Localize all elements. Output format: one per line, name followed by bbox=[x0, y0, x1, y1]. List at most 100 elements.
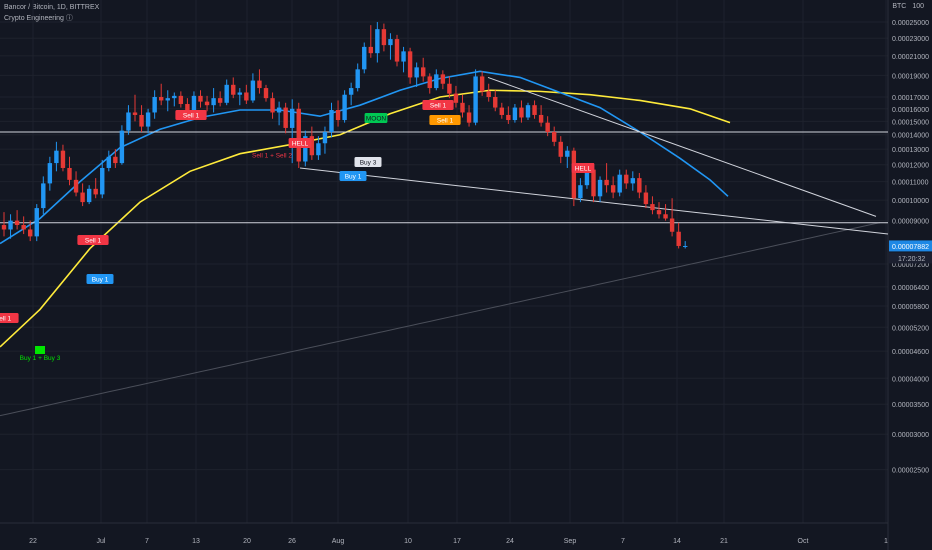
candle-body bbox=[407, 51, 413, 78]
y-tick-label: 0.00023000 bbox=[892, 36, 929, 43]
x-tick-label: Oct bbox=[798, 538, 809, 545]
candle-body bbox=[669, 218, 675, 232]
candle-body bbox=[558, 141, 563, 157]
candle-body bbox=[499, 107, 504, 115]
signal-label: Sell 1 bbox=[430, 103, 447, 110]
signal-badge bbox=[429, 115, 461, 125]
candle-body bbox=[250, 80, 256, 101]
candle-body bbox=[159, 97, 164, 101]
scale-controls: BTC 100 bbox=[890, 3, 926, 10]
candle-body bbox=[525, 105, 531, 118]
x-tick-label: 1 bbox=[884, 538, 888, 545]
candle-body bbox=[244, 92, 249, 101]
candle-body bbox=[86, 188, 92, 203]
candle-body bbox=[60, 150, 66, 168]
buy-signal-label: Buy 1 + Buy 3 bbox=[20, 355, 61, 362]
candle-body bbox=[231, 84, 236, 95]
candle-body bbox=[237, 92, 242, 95]
candle-body bbox=[414, 67, 419, 78]
y-tick-label: 0.00004600 bbox=[892, 349, 929, 356]
x-tick-label: 17 bbox=[453, 538, 461, 545]
candle-body bbox=[152, 97, 157, 113]
candle-body bbox=[512, 107, 518, 121]
candle-body bbox=[217, 98, 223, 103]
ma-slow-line bbox=[0, 89, 731, 348]
currency-badge[interactable]: BTC bbox=[892, 3, 907, 10]
candle-body bbox=[14, 220, 20, 226]
signal-badge bbox=[288, 138, 312, 148]
candle-body bbox=[132, 112, 138, 115]
candle-body bbox=[617, 174, 622, 193]
candle-body bbox=[591, 169, 596, 197]
candle-body bbox=[1, 225, 7, 230]
candle-body bbox=[545, 122, 550, 132]
candle-body bbox=[290, 108, 295, 128]
candle-body bbox=[34, 208, 39, 237]
signal-label: Buy 3 bbox=[360, 160, 377, 167]
candle-body bbox=[362, 46, 367, 70]
y-tick-label: 0.00012000 bbox=[892, 163, 929, 170]
candle-body bbox=[73, 179, 79, 193]
candle-body bbox=[348, 88, 354, 95]
candle-body bbox=[139, 114, 144, 127]
candle-body bbox=[683, 245, 688, 247]
candle-body bbox=[309, 136, 315, 156]
candle-body bbox=[421, 67, 426, 77]
candle-body bbox=[178, 95, 184, 104]
candle-body bbox=[571, 150, 577, 199]
candle-body bbox=[486, 91, 491, 98]
candle-body bbox=[211, 98, 216, 106]
y-tick-label: 0.00015000 bbox=[892, 119, 929, 126]
candle-body bbox=[41, 183, 46, 209]
x-tick-label: Aug bbox=[332, 538, 345, 545]
y-tick-label: 0.00005200 bbox=[892, 325, 929, 332]
candle-body bbox=[375, 29, 380, 54]
candle-body bbox=[479, 76, 485, 92]
candle-body bbox=[296, 108, 301, 162]
x-tick-label: 26 bbox=[288, 538, 296, 545]
candle-body bbox=[335, 110, 341, 121]
candle-body bbox=[388, 39, 393, 46]
candle-body bbox=[54, 150, 59, 164]
y-tick-label: 0.00014000 bbox=[892, 133, 929, 140]
signal-label: Sell 1 bbox=[85, 238, 102, 245]
candle-body bbox=[532, 105, 537, 115]
signal-label: HELL bbox=[575, 166, 592, 173]
x-tick-label: Sep bbox=[564, 538, 577, 545]
y-tick-label: 0.00010000 bbox=[892, 198, 929, 205]
candle-body bbox=[381, 29, 387, 46]
candle-body bbox=[8, 220, 13, 230]
candle-body bbox=[401, 51, 406, 62]
countdown-label: 17:20:32 bbox=[898, 256, 925, 263]
candle-body bbox=[466, 112, 472, 123]
signal-label: Buy 1 bbox=[92, 277, 109, 284]
candle-body bbox=[597, 179, 603, 197]
candle-body bbox=[676, 231, 681, 246]
indicator-title: Crypto Engineering ⓘ bbox=[4, 15, 73, 22]
candle-body bbox=[427, 76, 432, 89]
candle-body bbox=[394, 39, 400, 62]
candle-body bbox=[656, 210, 662, 215]
candle-body bbox=[113, 156, 118, 164]
candle-body bbox=[21, 225, 26, 230]
x-tick-label: 7 bbox=[145, 538, 149, 545]
scale-toggle[interactable]: 100 bbox=[912, 3, 924, 10]
candle-body bbox=[322, 131, 328, 144]
candle-body bbox=[578, 185, 583, 199]
candle-body bbox=[224, 84, 229, 103]
y-tick-label: 0.00017000 bbox=[892, 95, 929, 102]
y-tick-label: 0.00003500 bbox=[892, 402, 929, 409]
candle-body bbox=[47, 163, 53, 184]
candle-body bbox=[453, 93, 459, 103]
trend-line bbox=[487, 76, 877, 217]
candle-body bbox=[473, 76, 478, 123]
y-tick-label: 0.00019000 bbox=[892, 73, 929, 80]
y-tick-label: 0.00005800 bbox=[892, 304, 929, 311]
x-tick-label: Jul bbox=[97, 538, 106, 545]
signal-badge bbox=[77, 235, 109, 245]
ma-fast-line bbox=[0, 70, 729, 245]
signal-label: Sell 1 bbox=[0, 316, 12, 323]
y-tick-label: 0.00002500 bbox=[892, 468, 929, 475]
candle-body bbox=[342, 94, 347, 121]
